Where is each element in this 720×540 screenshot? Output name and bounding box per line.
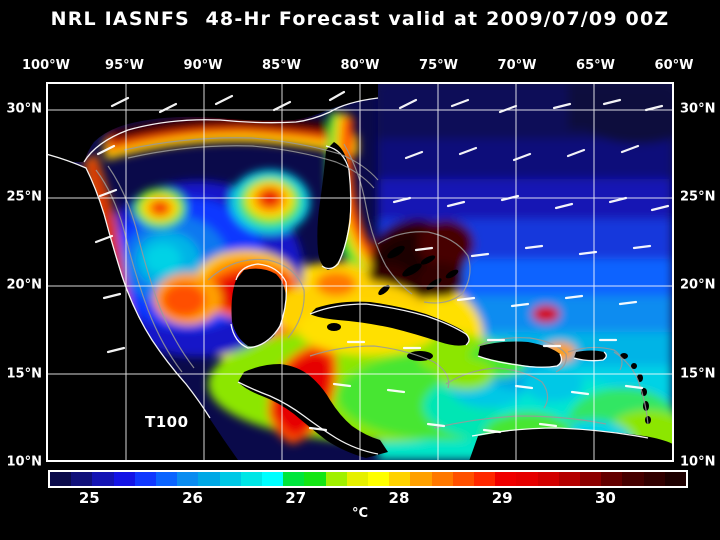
colorbar-swatch xyxy=(156,472,178,486)
lon-tick-label: 65°W xyxy=(576,58,615,73)
sst-map-plot[interactable]: T100 xyxy=(46,82,674,462)
colorbar-swatch xyxy=(177,472,199,486)
lon-tick-label: 100°W xyxy=(22,58,70,73)
lon-tick-label: 85°W xyxy=(262,58,301,73)
colorbar-swatch xyxy=(346,472,369,486)
colorbar-swatch xyxy=(325,472,347,486)
colorbar-swatch xyxy=(452,472,475,486)
colorbar-swatch xyxy=(537,472,559,486)
colorbar-swatch xyxy=(410,472,432,486)
colorbar-swatch xyxy=(113,472,135,486)
colorbar-swatch xyxy=(92,472,114,486)
lat-tick-label-left: 10°N xyxy=(6,454,42,470)
lon-tick-label: 60°W xyxy=(654,58,694,73)
lat-tick-label-left: 20°N xyxy=(6,277,42,293)
page-title: NRL IASNFS 48-Hr Forecast valid at 2009/… xyxy=(50,8,670,30)
lat-tick-label-left: 30°N xyxy=(6,101,42,116)
colorbar-swatch xyxy=(558,472,581,486)
colorbar-swatch xyxy=(622,472,644,486)
colorbar-swatch xyxy=(516,472,538,486)
lat-tick-label-right: 20°N xyxy=(680,277,716,293)
colorbar-swatch xyxy=(262,472,284,486)
colorbar-swatch xyxy=(601,472,623,486)
colorbar-swatch xyxy=(431,472,453,486)
lat-tick-label-right: 25°N xyxy=(680,189,716,205)
lat-tick-label-right: 10°N xyxy=(680,454,716,470)
sst-field-svg xyxy=(48,84,672,460)
lon-tick-label: 80°W xyxy=(340,58,380,73)
landmasses xyxy=(48,84,672,460)
colorbar-swatch xyxy=(580,472,602,486)
colorbar-swatch xyxy=(664,472,687,486)
colorbar-swatch xyxy=(50,472,72,486)
lon-tick-label: 75°W xyxy=(419,58,458,73)
colorbar-swatch xyxy=(71,472,93,486)
colorbar-tick-labels: 25 26 27 28 29 30 xyxy=(0,489,720,507)
colorbar-tick-label: 25 xyxy=(78,489,100,507)
colorbar-swatch xyxy=(134,472,157,486)
colorbar-swatch xyxy=(389,472,411,486)
lon-tick-label: 95°W xyxy=(105,58,144,73)
lon-tick-label: 70°W xyxy=(497,58,537,73)
colorbar-tick-label: 28 xyxy=(388,489,410,507)
lat-tick-label-left: 15°N xyxy=(6,366,42,382)
lat-tick-label-left: 25°N xyxy=(6,189,42,205)
colorbar-swatch xyxy=(643,472,665,486)
colorbar-tick-label: 30 xyxy=(594,489,616,507)
colorbar-swatch xyxy=(240,472,263,486)
colorbar-swatch xyxy=(368,472,390,486)
colorbar-swatch xyxy=(283,472,305,486)
colorbar-swatch xyxy=(495,472,517,486)
colorbar[interactable] xyxy=(48,470,688,488)
lon-tick-label: 90°W xyxy=(183,58,223,73)
colorbar-swatch xyxy=(304,472,326,486)
colorbar-swatch xyxy=(198,472,220,486)
colorbar-swatch xyxy=(219,472,241,486)
colorbar-tick-label: 27 xyxy=(285,489,307,507)
map-gridlines xyxy=(48,84,672,460)
colorbar-tick-label: 26 xyxy=(182,489,203,507)
lat-tick-label-right: 30°N xyxy=(680,101,716,116)
colorbar-swatch xyxy=(474,472,496,486)
map-annotation-t100: T100 xyxy=(145,413,189,431)
colorbar-tick-label: 29 xyxy=(491,489,513,507)
current-vectors xyxy=(94,90,670,434)
lat-tick-label-right: 15°N xyxy=(680,366,716,382)
colorbar-units-label: °C xyxy=(351,506,369,521)
longitude-axis: 100°W 95°W 90°W 85°W 80°W 75°W 70°W 65°W 60°W xyxy=(0,58,720,74)
